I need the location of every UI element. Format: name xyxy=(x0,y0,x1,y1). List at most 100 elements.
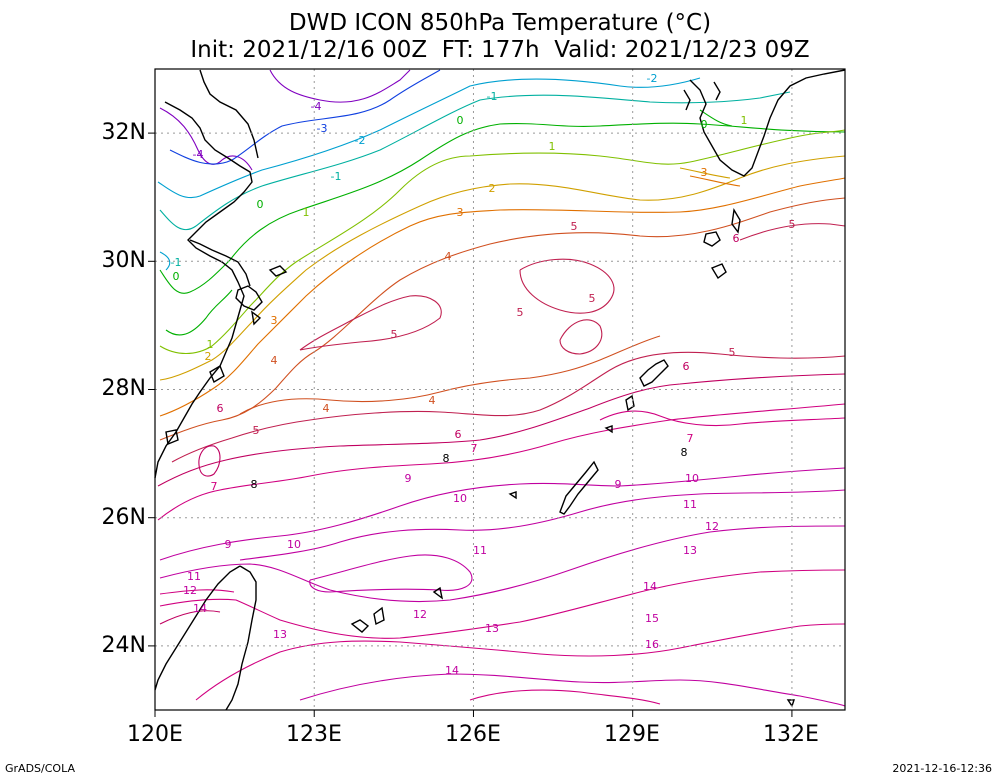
contour-label: 12 xyxy=(183,584,197,597)
isotherm-line xyxy=(159,129,846,355)
contour-label: 1 xyxy=(207,338,214,351)
okinawa-main xyxy=(559,460,599,515)
isotherm-line xyxy=(159,177,846,417)
lat-label-26n: 26N xyxy=(101,505,146,530)
contour-label: 7 xyxy=(211,480,218,493)
contour-label: 8 xyxy=(443,452,450,465)
contour-label: 6 xyxy=(733,232,740,245)
contour-value-labels: -4-4-3-2-2-1-1-1000011112233344445555555… xyxy=(171,72,796,677)
isotherm-line xyxy=(239,489,846,561)
contour-label: 2 xyxy=(205,350,212,363)
contour-label: 12 xyxy=(413,608,427,621)
isotherm-line xyxy=(159,155,846,381)
isotherm-line xyxy=(198,445,221,477)
map-title: DWD ICON 850hPa Temperature (°C) xyxy=(288,10,712,36)
lat-label-32n: 32N xyxy=(101,120,146,145)
axis-ticks xyxy=(148,132,793,717)
isotherm-line xyxy=(157,403,846,521)
contour-label: 5 xyxy=(589,292,596,305)
contour-label: -1 xyxy=(171,256,182,269)
contour-label: 13 xyxy=(683,544,697,557)
contour-lines xyxy=(157,69,846,707)
contour-label: 1 xyxy=(303,206,310,219)
map-subtitle: Init: 2021/12/16 00Z FT: 177h Valid: 202… xyxy=(190,37,810,63)
contour-label: 4 xyxy=(445,250,452,263)
contour-label: 1 xyxy=(549,140,556,153)
contour-label: 11 xyxy=(683,498,697,511)
contour-label: 4 xyxy=(429,394,436,407)
contour-label: 5 xyxy=(729,346,736,359)
contour-label: 10 xyxy=(453,492,467,505)
coast-islands-a xyxy=(165,364,225,445)
yaeyama-c xyxy=(432,586,444,600)
contour-label: 14 xyxy=(193,602,207,615)
isotherm-line xyxy=(309,554,473,593)
coastlines xyxy=(154,69,846,711)
isotherm-line xyxy=(739,223,846,241)
okinawa-c xyxy=(604,425,613,434)
contour-label: 12 xyxy=(705,520,719,533)
kyushu-islands xyxy=(683,81,721,111)
yaeyama-b xyxy=(373,606,385,626)
contour-label: 4 xyxy=(323,402,330,415)
contour-label: -1 xyxy=(331,170,342,183)
china-coast-north xyxy=(199,69,259,159)
yaeyama-a xyxy=(350,619,370,633)
isotherm-line xyxy=(239,335,661,415)
contour-label: 10 xyxy=(685,472,699,485)
isotherm-line xyxy=(159,589,235,595)
contour-label: 6 xyxy=(217,402,224,415)
contour-label: 8 xyxy=(251,478,258,491)
contour-label: 14 xyxy=(643,580,657,593)
lon-label-123e: 123E xyxy=(286,722,342,747)
isotherm-line xyxy=(559,319,603,355)
isotherm-line xyxy=(679,167,731,179)
amami xyxy=(710,263,727,280)
contour-label: 16 xyxy=(645,638,659,651)
yakushima xyxy=(703,231,721,247)
contour-label: -4 xyxy=(311,100,322,113)
isotherm-line xyxy=(689,175,741,187)
contour-label: 11 xyxy=(187,570,201,583)
isotherm-line xyxy=(171,351,846,463)
isotherm-line xyxy=(165,289,233,336)
contour-label: 13 xyxy=(273,628,287,641)
isotherm-line xyxy=(599,410,846,427)
isotherm-line xyxy=(169,69,441,165)
contour-label: 5 xyxy=(517,306,524,319)
isotherm-line xyxy=(160,430,845,550)
isotherm-line xyxy=(159,91,791,231)
lon-label-126e: 126E xyxy=(445,722,501,747)
isotherm-line xyxy=(299,295,442,351)
contour-label: -2 xyxy=(355,134,366,147)
contour-label: 5 xyxy=(253,424,260,437)
contour-label: 6 xyxy=(455,428,462,441)
okinawa-a xyxy=(639,359,669,387)
contour-label: 1 xyxy=(741,114,748,127)
zhoushan xyxy=(235,265,288,326)
isotherm-line xyxy=(159,122,846,294)
contour-label: 7 xyxy=(687,432,694,445)
southwest-islet xyxy=(786,699,795,708)
lon-label-132e: 132E xyxy=(763,722,819,747)
china-coast xyxy=(154,101,253,479)
contour-label: 5 xyxy=(571,220,578,233)
isotherm-line xyxy=(269,69,411,103)
contour-label: -3 xyxy=(317,122,328,135)
contour-label: 5 xyxy=(391,328,398,341)
contour-label: 10 xyxy=(287,538,301,551)
isotherm-line xyxy=(159,610,221,625)
render-timestamp: 2021-12-16-12:36 xyxy=(892,762,992,775)
contour-label: 0 xyxy=(257,198,264,211)
contour-label: 0 xyxy=(457,114,464,127)
isotherm-line xyxy=(159,525,846,603)
contour-label: 8 xyxy=(681,446,688,459)
contour-label: 15 xyxy=(645,612,659,625)
contour-label: 7 xyxy=(471,442,478,455)
lon-label-120e: 120E xyxy=(127,722,183,747)
contour-label: -4 xyxy=(193,148,204,161)
isotherm-line xyxy=(195,623,846,701)
contour-label: -2 xyxy=(647,72,658,85)
contour-label: 9 xyxy=(225,538,232,551)
okinawa-b xyxy=(625,394,635,412)
